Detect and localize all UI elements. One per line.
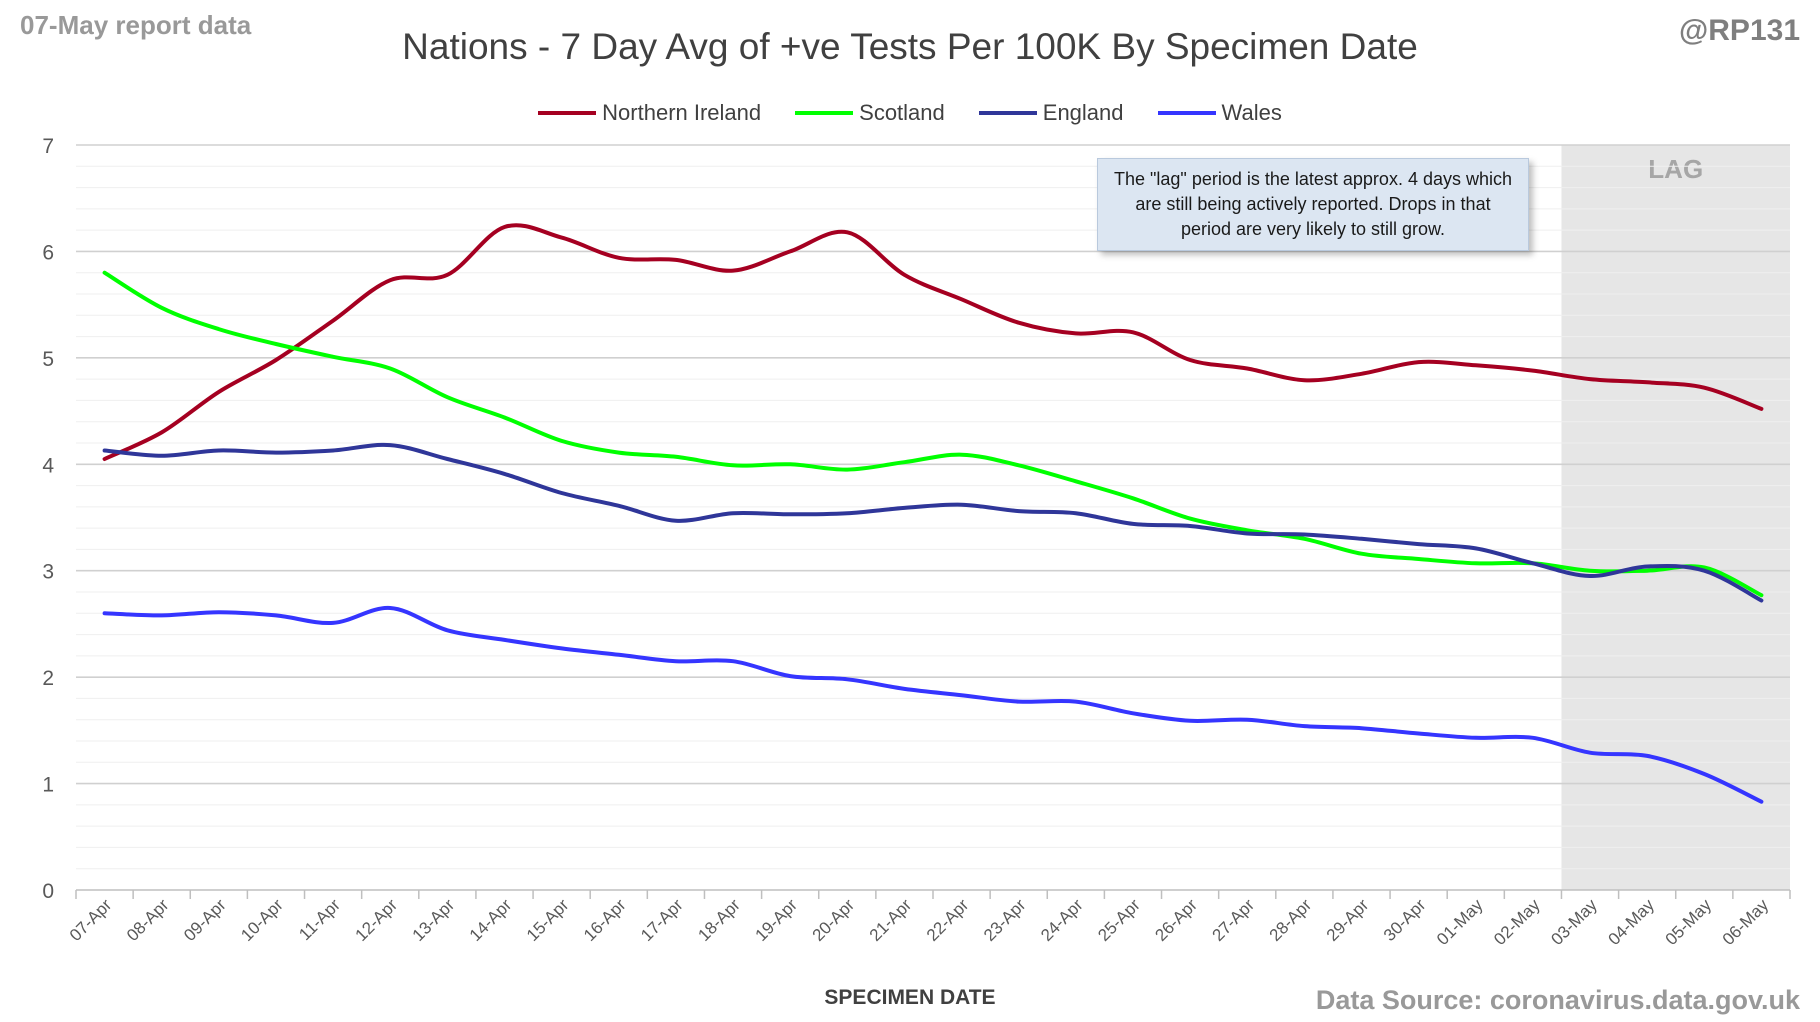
series-line-northern-ireland <box>102 223 1764 461</box>
series-line-england <box>102 442 1764 603</box>
legend-item-england: England <box>978 100 1124 126</box>
data-source-label: Data Source: coronavirus.data.gov.uk <box>1315 985 1800 1015</box>
report-date-label: 07-May report data <box>20 10 252 40</box>
series-lines <box>102 223 1764 804</box>
legend-label: Wales <box>1221 100 1282 125</box>
lag-label: LAG <box>1648 154 1703 184</box>
legend-item-wales: Wales <box>1157 100 1282 126</box>
chart-legend: Northern Ireland Scotland England Wales <box>0 100 1820 126</box>
series-line-wales <box>102 605 1764 804</box>
y-tick-label: 3 <box>42 561 54 584</box>
gridlines <box>76 144 1790 870</box>
series-line-scotland <box>102 270 1764 598</box>
y-tick-label: 6 <box>42 241 54 264</box>
author-handle: @RP131 <box>1679 14 1800 47</box>
y-tick-label: 7 <box>42 135 54 158</box>
legend-item-northern-ireland: Northern Ireland <box>538 100 761 126</box>
y-tick-label: 5 <box>42 348 54 371</box>
legend-label: Northern Ireland <box>602 100 762 125</box>
legend-label: England <box>1042 100 1124 125</box>
legend-label: Scotland <box>859 100 945 125</box>
legend-swatch <box>1157 111 1216 115</box>
y-tick-label: 2 <box>42 667 54 690</box>
chart-title: Nations - 7 Day Avg of +ve Tests Per 100… <box>402 26 1418 67</box>
legend-swatch <box>978 111 1037 115</box>
lag-note-box: The "lag" period is the latest approx. 4… <box>1097 158 1529 251</box>
y-tick-label: 0 <box>42 880 54 903</box>
lag-shaded-region <box>1561 145 1790 890</box>
y-tick-label: 1 <box>42 774 54 797</box>
legend-swatch <box>795 111 854 115</box>
x-axis-title: SPECIMEN DATE <box>824 986 996 1009</box>
y-tick-label: 4 <box>42 454 54 477</box>
y-axis-tick-labels: 0 1 2 3 4 5 6 7 <box>42 135 54 903</box>
legend-item-scotland: Scotland <box>795 100 945 126</box>
legend-swatch <box>538 111 597 115</box>
